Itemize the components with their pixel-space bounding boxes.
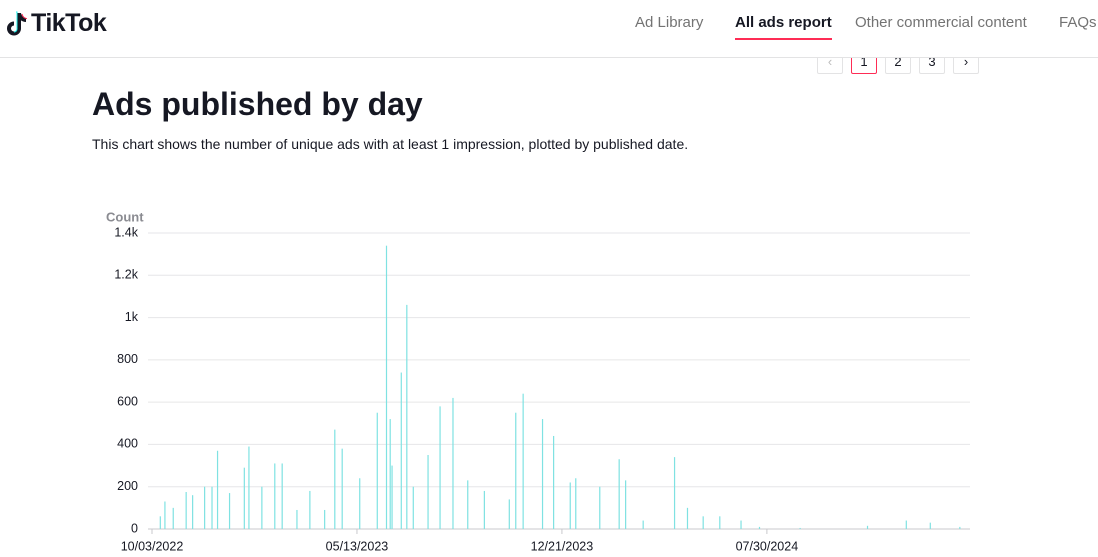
bar <box>324 509 326 529</box>
nav-link[interactable]: FAQs <box>1059 14 1097 31</box>
bar <box>341 448 343 529</box>
bar <box>391 465 393 529</box>
bar <box>959 526 961 529</box>
y-tick-label: 400 <box>117 437 138 451</box>
bar <box>172 507 174 529</box>
bar <box>427 455 429 529</box>
bar <box>159 516 161 529</box>
bar <box>334 429 336 529</box>
bar <box>553 435 555 529</box>
bar <box>211 486 213 529</box>
bar <box>467 480 469 529</box>
bar <box>905 520 907 529</box>
y-tick-label: 1.2k <box>114 268 138 282</box>
nav-link[interactable]: Other commercial content <box>855 14 1027 31</box>
bar <box>740 520 742 529</box>
bar <box>702 516 704 529</box>
y-tick-label: 800 <box>117 352 138 366</box>
logo[interactable]: TikTok <box>4 9 107 38</box>
bar <box>376 412 378 529</box>
bar <box>204 486 206 529</box>
bar <box>274 463 276 529</box>
bar <box>515 412 517 529</box>
bar <box>575 478 577 529</box>
y-tick-label: 0 <box>131 521 138 535</box>
bar <box>522 393 524 529</box>
page-description: This chart shows the number of unique ad… <box>92 136 689 152</box>
bar <box>452 397 454 529</box>
bar <box>389 419 391 529</box>
y-axis-title: Count <box>106 209 144 224</box>
bar <box>929 522 931 529</box>
bar <box>758 526 761 529</box>
x-tick-label: 12/21/2023 <box>531 539 594 553</box>
bar <box>719 516 721 529</box>
bar <box>192 495 194 529</box>
y-tick-label: 1k <box>125 310 139 324</box>
bar <box>400 372 402 529</box>
bar <box>309 490 311 529</box>
bar <box>243 467 245 529</box>
page-title: Ads published by day <box>92 86 423 122</box>
bar <box>228 493 231 529</box>
bar <box>248 446 250 529</box>
bar <box>618 459 620 529</box>
x-tick-label: 05/13/2023 <box>326 539 389 553</box>
bar <box>642 520 644 529</box>
bar <box>296 509 298 529</box>
x-tick-label: 10/03/2022 <box>121 539 184 553</box>
bar <box>799 527 801 529</box>
bar <box>483 490 485 529</box>
bar <box>385 245 388 529</box>
bar <box>261 486 263 529</box>
bar <box>866 525 869 529</box>
bar <box>412 486 414 529</box>
bar <box>439 406 441 529</box>
bar <box>164 501 166 529</box>
bar <box>599 486 601 529</box>
bar <box>406 304 408 529</box>
nav-link[interactable]: Ad Library <box>635 14 704 31</box>
bar <box>625 480 627 529</box>
bar <box>216 450 219 529</box>
header: TikTok Ad Library All ads report Other c… <box>0 0 1098 58</box>
y-tick-label: 200 <box>117 479 138 493</box>
x-tick-label: 07/30/2024 <box>736 539 799 553</box>
bar <box>686 507 689 529</box>
bar <box>673 457 676 529</box>
bar <box>541 419 544 529</box>
y-tick-label: 1.4k <box>114 225 138 239</box>
logo-icon <box>7 11 28 35</box>
logo-text: TikTok <box>31 9 107 37</box>
y-tick-label: 600 <box>117 394 138 408</box>
bar <box>281 463 283 529</box>
bar <box>508 499 510 529</box>
bar <box>359 478 361 529</box>
nav-link[interactable]: All ads report <box>735 14 832 40</box>
bar <box>185 492 187 529</box>
bar <box>569 482 571 529</box>
